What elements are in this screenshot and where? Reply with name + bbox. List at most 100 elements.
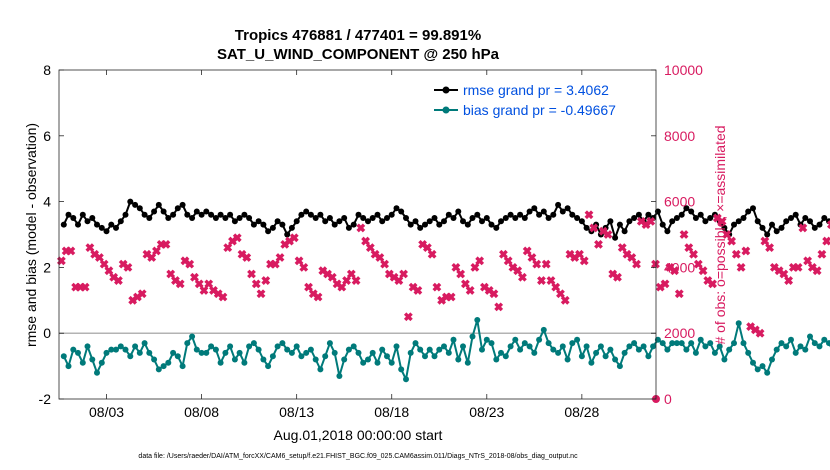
data-point (540, 208, 547, 215)
data-point (422, 221, 428, 228)
data-point (284, 231, 291, 238)
data-point (678, 211, 685, 218)
data-point (293, 343, 300, 350)
obs-marker (218, 292, 228, 302)
data-point (317, 366, 324, 373)
obs-marker (270, 259, 280, 269)
data-point (507, 343, 514, 350)
data-point (127, 353, 134, 360)
data-point (802, 215, 809, 221)
data-point (502, 215, 509, 221)
data-point (498, 349, 504, 356)
data-point (731, 340, 737, 347)
data-point (502, 353, 509, 360)
data-point (70, 346, 77, 353)
obs-marker (261, 276, 271, 285)
data-point (455, 208, 462, 215)
data-point (246, 215, 253, 221)
obs-marker (613, 272, 622, 282)
data-point (564, 356, 571, 363)
y-axis-label-left: rmse and bias (model - observation) (23, 123, 39, 347)
obs-marker (532, 259, 542, 269)
data-point (498, 218, 504, 225)
data-point (792, 349, 799, 356)
data-point (750, 359, 756, 366)
obs-marker (356, 223, 366, 233)
data-point (683, 346, 690, 353)
obs-marker (727, 236, 736, 246)
data-point (417, 346, 424, 353)
data-point (303, 208, 310, 215)
series-layer (56, 198, 830, 403)
data-point (445, 211, 452, 218)
data-point (151, 356, 158, 363)
data-point (673, 215, 680, 221)
data-point (816, 221, 823, 228)
data-point (98, 359, 105, 366)
data-point (721, 224, 728, 231)
data-point (398, 208, 405, 215)
data-point (393, 205, 400, 212)
data-point (436, 221, 443, 228)
obs-marker (161, 239, 171, 249)
obs-marker (736, 262, 746, 272)
legend-label-rmse: rmse grand pr = 3.4062 (463, 82, 609, 98)
obs-marker (499, 249, 508, 259)
data-point (179, 201, 186, 208)
data-point (512, 336, 519, 343)
data-point (307, 346, 314, 353)
obs-marker (147, 253, 157, 262)
data-point (231, 218, 238, 225)
obs-marker (337, 282, 347, 292)
obs-marker (741, 246, 751, 256)
data-point (474, 317, 481, 323)
data-point (117, 218, 124, 225)
data-point (612, 234, 619, 241)
data-point (826, 340, 830, 347)
data-point (203, 349, 210, 356)
chart-title: Tropics 476881 / 477401 = 99.891% (235, 27, 481, 44)
data-point (75, 221, 81, 228)
data-point (517, 211, 524, 218)
data-point (307, 211, 314, 218)
obs-marker (803, 256, 813, 266)
data-point (574, 215, 581, 221)
obs-marker (522, 246, 532, 256)
y-tick-label-left: -2 (39, 391, 52, 407)
obs-marker (560, 295, 570, 305)
obs-marker (242, 253, 252, 262)
data-point (70, 215, 77, 221)
obs-marker (327, 272, 337, 282)
data-point (160, 363, 167, 370)
data-point (526, 208, 533, 215)
obs-marker (346, 269, 356, 279)
data-point (417, 224, 424, 231)
data-point (574, 336, 581, 343)
data-point (645, 211, 652, 218)
data-point (612, 356, 619, 363)
data-point (626, 218, 633, 225)
data-point (360, 215, 367, 221)
data-point (260, 356, 267, 363)
obs-marker (817, 249, 827, 259)
data-point (673, 340, 680, 347)
data-point (811, 224, 818, 231)
obs-marker (651, 259, 660, 269)
data-point (94, 221, 100, 228)
data-point (654, 208, 661, 215)
obs-marker (679, 230, 689, 239)
data-point (669, 340, 676, 347)
data-point (474, 211, 481, 218)
data-point (678, 340, 685, 347)
data-point (217, 211, 224, 218)
obs-marker (670, 266, 679, 276)
y-tick-label-left: 0 (43, 325, 51, 341)
obs-marker (247, 269, 256, 279)
obs-marker (152, 246, 161, 256)
data-point (303, 349, 310, 356)
data-point (726, 346, 733, 353)
data-point (113, 346, 119, 353)
data-point (583, 224, 590, 231)
data-point (317, 211, 324, 218)
data-point (331, 221, 338, 228)
